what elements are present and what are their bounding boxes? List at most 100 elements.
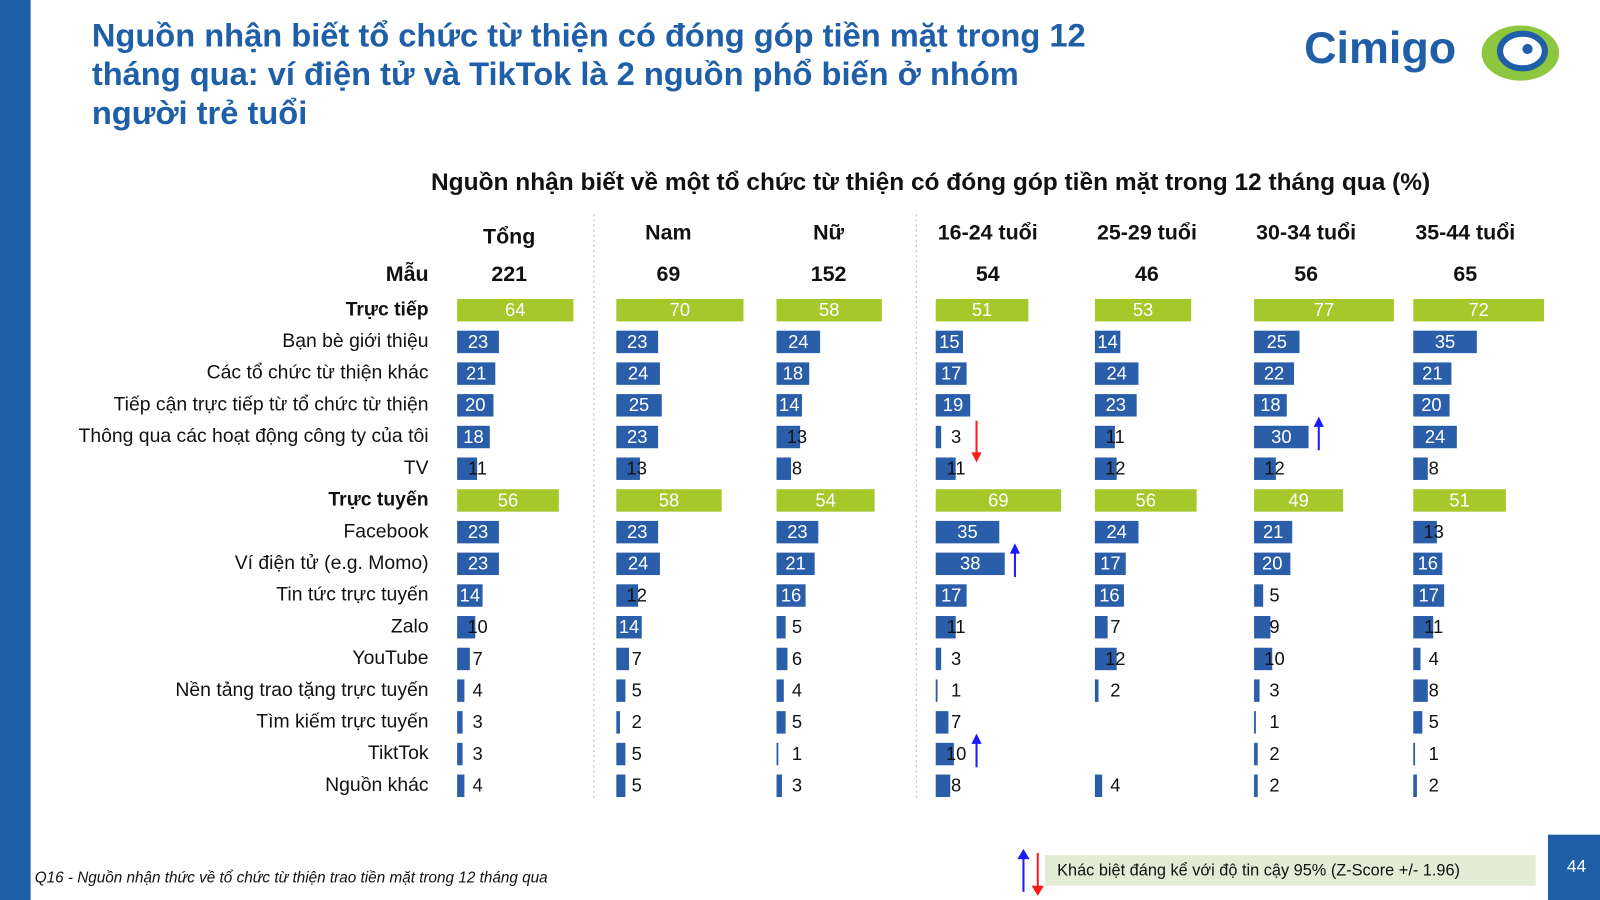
bar bbox=[1094, 774, 1103, 797]
bar bbox=[776, 489, 875, 512]
bar bbox=[935, 711, 949, 734]
page-box bbox=[1547, 834, 1600, 900]
title-line: tháng qua: ví điện tử và TikTok là 2 ngu… bbox=[92, 55, 1019, 92]
value-label: 2 bbox=[1429, 775, 1439, 796]
value-label: 12 bbox=[1105, 458, 1125, 479]
value-label: 38 bbox=[960, 553, 980, 574]
category-label: Zalo bbox=[391, 615, 429, 637]
value-label: 18 bbox=[1260, 394, 1280, 415]
value-label: 22 bbox=[1264, 362, 1284, 383]
bar bbox=[616, 679, 626, 702]
legend: Khác biệt đáng kể với độ tin cậy 95% (Z-… bbox=[1017, 848, 1536, 896]
bar bbox=[457, 774, 465, 797]
bar bbox=[1094, 330, 1121, 354]
bar bbox=[1094, 520, 1139, 544]
page-number: 44 bbox=[1567, 856, 1587, 876]
value-label: 7 bbox=[632, 648, 642, 669]
bar bbox=[1094, 425, 1115, 449]
value-label: 1 bbox=[1429, 743, 1439, 764]
bar bbox=[457, 552, 499, 576]
bar bbox=[616, 742, 626, 766]
value-label: 49 bbox=[1288, 489, 1308, 510]
bar bbox=[1413, 457, 1428, 480]
bar bbox=[1254, 711, 1256, 734]
bar bbox=[1413, 742, 1416, 766]
value-label: 6 bbox=[792, 648, 802, 669]
value-label: 18 bbox=[783, 362, 803, 383]
value-label: 56 bbox=[498, 489, 518, 510]
bar bbox=[776, 552, 815, 576]
bar bbox=[457, 742, 463, 766]
value-label: 12 bbox=[627, 584, 647, 605]
significance-arrow bbox=[971, 420, 982, 463]
category-label: Tiếp cận trực tiếp từ tổ chức từ thiện bbox=[114, 393, 429, 415]
bar bbox=[935, 742, 954, 766]
value-label: 8 bbox=[792, 458, 802, 479]
bar bbox=[1413, 584, 1445, 607]
title: Nguồn nhận biết tổ chức từ thiện có đóng… bbox=[92, 16, 1086, 131]
value-label: 30 bbox=[1271, 426, 1291, 447]
value-label: 3 bbox=[472, 711, 482, 732]
value-label: 69 bbox=[988, 489, 1008, 510]
value-label: 5 bbox=[632, 775, 642, 796]
bar bbox=[1254, 394, 1287, 417]
bar bbox=[776, 457, 792, 480]
bar bbox=[1254, 647, 1273, 671]
bar bbox=[616, 616, 642, 639]
value-label: 25 bbox=[629, 394, 649, 415]
bar bbox=[776, 742, 779, 766]
bar bbox=[616, 584, 639, 607]
value-label: 12 bbox=[1105, 648, 1125, 669]
value-label: 11 bbox=[1424, 616, 1443, 637]
bar bbox=[776, 520, 819, 544]
value-label: 11 bbox=[1106, 426, 1125, 447]
value-label: 51 bbox=[972, 299, 992, 320]
bar bbox=[1094, 489, 1197, 512]
value-label: 13 bbox=[627, 458, 647, 479]
bar bbox=[1094, 616, 1108, 639]
category-label: TV bbox=[404, 457, 429, 479]
bar bbox=[457, 584, 483, 607]
value-label: 5 bbox=[1269, 584, 1279, 605]
sample-size: 54 bbox=[976, 262, 1000, 286]
bar bbox=[457, 711, 463, 734]
category-label: Nguồn khác bbox=[325, 774, 429, 796]
bar bbox=[776, 584, 806, 607]
category-label: Trực tuyến bbox=[328, 489, 428, 511]
logo-text: Cimigo bbox=[1304, 22, 1456, 73]
bar bbox=[776, 298, 882, 322]
value-label: 1 bbox=[1269, 711, 1279, 732]
value-label: 54 bbox=[815, 489, 835, 510]
category-label: YouTube bbox=[352, 647, 428, 669]
bar bbox=[457, 647, 470, 671]
value-label: 3 bbox=[951, 426, 961, 447]
value-label: 14 bbox=[460, 584, 480, 605]
value-label: 21 bbox=[785, 553, 805, 574]
value-label: 11 bbox=[947, 458, 966, 479]
title-line: Nguồn nhận biết tổ chức từ thiện có đóng… bbox=[92, 16, 1086, 53]
bar bbox=[776, 394, 802, 417]
value-label: 53 bbox=[1133, 299, 1153, 320]
bar bbox=[1254, 552, 1291, 576]
bar bbox=[935, 298, 1029, 322]
category-label: Tìm kiếm trực tuyến bbox=[256, 710, 428, 732]
footer-note: Q16 - Nguồn nhận thức về tổ chức từ thiệ… bbox=[35, 870, 548, 887]
bar bbox=[935, 679, 938, 702]
bar bbox=[1094, 362, 1139, 385]
value-label: 14 bbox=[779, 394, 799, 415]
bar bbox=[1094, 298, 1192, 322]
value-label: 23 bbox=[627, 426, 647, 447]
bar bbox=[457, 679, 465, 702]
value-label: 2 bbox=[1269, 743, 1279, 764]
bar bbox=[616, 330, 659, 354]
value-label: 21 bbox=[1422, 362, 1442, 383]
value-label: 2 bbox=[1269, 775, 1279, 796]
bar bbox=[457, 616, 476, 639]
bar bbox=[776, 679, 784, 702]
bar bbox=[457, 298, 574, 322]
bar bbox=[1413, 679, 1428, 702]
value-label: 13 bbox=[1423, 521, 1443, 542]
sample-size: 65 bbox=[1453, 262, 1477, 286]
value-label: 4 bbox=[472, 775, 482, 796]
